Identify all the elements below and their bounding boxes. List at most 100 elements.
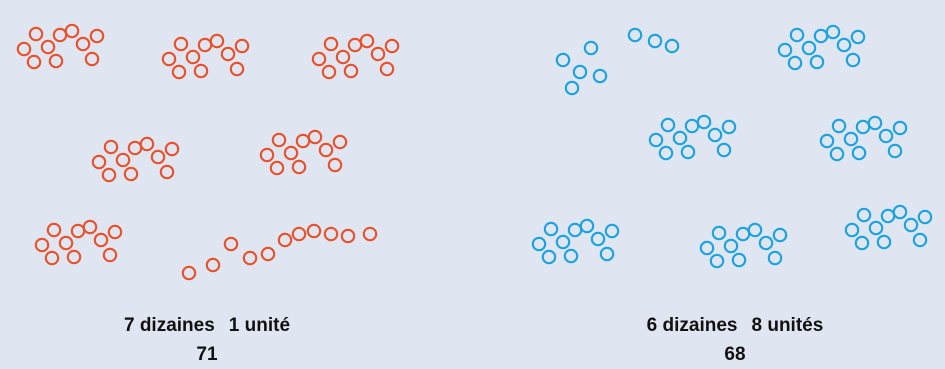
counter-circle bbox=[48, 53, 64, 69]
counter-circle bbox=[40, 39, 56, 55]
counter-circle bbox=[772, 227, 788, 243]
right-breakdown-label: 6 dizaines 8 unités bbox=[585, 315, 885, 337]
group-of-ten bbox=[844, 204, 933, 251]
counter-circle bbox=[103, 139, 119, 155]
counter-circle bbox=[579, 218, 595, 234]
counter-circle bbox=[44, 250, 60, 266]
counter-circle bbox=[658, 145, 674, 161]
counter-circle bbox=[747, 222, 763, 238]
counter-circle bbox=[917, 209, 933, 225]
counter-circle bbox=[880, 208, 896, 224]
counter-circle bbox=[306, 223, 322, 239]
counter-circle bbox=[855, 119, 871, 135]
left-breakdown-label: 7 dizaines 1 unité bbox=[57, 315, 357, 337]
counter-circle bbox=[107, 224, 123, 240]
counter-circle bbox=[242, 250, 258, 266]
counter-circle bbox=[271, 132, 287, 148]
left-ones-label: 1 unité bbox=[228, 315, 291, 336]
counter-circle bbox=[767, 250, 783, 266]
counter-circle bbox=[362, 226, 378, 242]
counter-circle bbox=[876, 234, 892, 250]
counter-circle bbox=[70, 223, 86, 239]
counter-circle bbox=[223, 236, 239, 252]
counter-circle bbox=[66, 249, 82, 265]
counter-circle bbox=[91, 154, 107, 170]
group-of-ten bbox=[648, 114, 737, 161]
counter-circle bbox=[789, 27, 805, 43]
counter-circle bbox=[93, 232, 109, 248]
counter-circle bbox=[171, 64, 187, 80]
counter-circle bbox=[46, 222, 62, 238]
counter-circle bbox=[723, 238, 739, 254]
counter-circle bbox=[809, 54, 825, 70]
counter-circle bbox=[813, 28, 829, 44]
counter-circle bbox=[680, 144, 696, 160]
loose-counter-circle bbox=[647, 33, 663, 49]
right-dot-set bbox=[531, 24, 933, 269]
counter-circle bbox=[912, 232, 928, 248]
counter-circle bbox=[851, 145, 867, 161]
counter-circle bbox=[672, 130, 688, 146]
group-of-ten bbox=[161, 33, 250, 80]
loose-counter-circle bbox=[564, 80, 580, 96]
counter-circle bbox=[604, 223, 620, 239]
loose-counter-circle bbox=[592, 68, 608, 84]
loose-counter-circle bbox=[181, 265, 197, 281]
counter-circle bbox=[867, 115, 883, 131]
counter-circle bbox=[16, 41, 32, 57]
counter-circle bbox=[193, 63, 209, 79]
counter-circle bbox=[379, 61, 395, 77]
group-of-ten bbox=[259, 129, 348, 176]
counter-circle bbox=[590, 231, 606, 247]
counter-circle bbox=[260, 246, 276, 262]
counter-circle bbox=[26, 54, 42, 70]
counter-circle bbox=[220, 46, 236, 62]
counter-circle bbox=[52, 27, 68, 43]
counter-circle bbox=[347, 37, 363, 53]
counter-circle bbox=[541, 249, 557, 265]
counter-circle bbox=[185, 49, 201, 65]
loose-counter-circle bbox=[664, 38, 680, 54]
group-of-ten bbox=[34, 219, 123, 266]
group-of-ten bbox=[531, 218, 620, 265]
counter-circle bbox=[205, 257, 221, 273]
counter-circle bbox=[599, 246, 615, 262]
loose-counter-circle bbox=[583, 40, 599, 56]
counter-circle bbox=[856, 207, 872, 223]
counter-circle bbox=[563, 248, 579, 264]
group-of-ten bbox=[699, 222, 788, 269]
counter-circle bbox=[283, 145, 299, 161]
counter-circle bbox=[825, 24, 841, 40]
counter-circle bbox=[327, 157, 343, 173]
counter-circle bbox=[854, 235, 870, 251]
counter-circle bbox=[843, 131, 859, 147]
counter-circle bbox=[291, 226, 307, 242]
counter-circle bbox=[323, 226, 339, 242]
counter-circle bbox=[123, 166, 139, 182]
counter-circle bbox=[82, 219, 98, 235]
counter-circle bbox=[758, 235, 774, 251]
counter-circle bbox=[878, 128, 894, 144]
counter-circle bbox=[831, 118, 847, 134]
counter-circle bbox=[311, 51, 327, 67]
left-tens-label: 7 dizaines bbox=[123, 315, 215, 336]
counter-circle bbox=[101, 167, 117, 183]
counter-circle bbox=[707, 127, 723, 143]
counter-circle bbox=[209, 33, 225, 49]
loose-counter-circle bbox=[555, 52, 571, 68]
counter-circle bbox=[567, 222, 583, 238]
counter-circle bbox=[660, 117, 676, 133]
counter-circle bbox=[887, 143, 903, 159]
counter-circle bbox=[115, 152, 131, 168]
counter-circle bbox=[711, 225, 727, 241]
group-of-ten bbox=[777, 24, 866, 71]
counter-circle bbox=[277, 232, 293, 248]
loose-counter-circle bbox=[627, 27, 643, 43]
counter-circle bbox=[370, 46, 386, 62]
counter-circle bbox=[359, 33, 375, 49]
counter-circle bbox=[555, 234, 571, 250]
counter-circle bbox=[787, 55, 803, 71]
right-tens-label: 6 dizaines bbox=[646, 315, 738, 336]
group-of-ten bbox=[91, 136, 180, 183]
